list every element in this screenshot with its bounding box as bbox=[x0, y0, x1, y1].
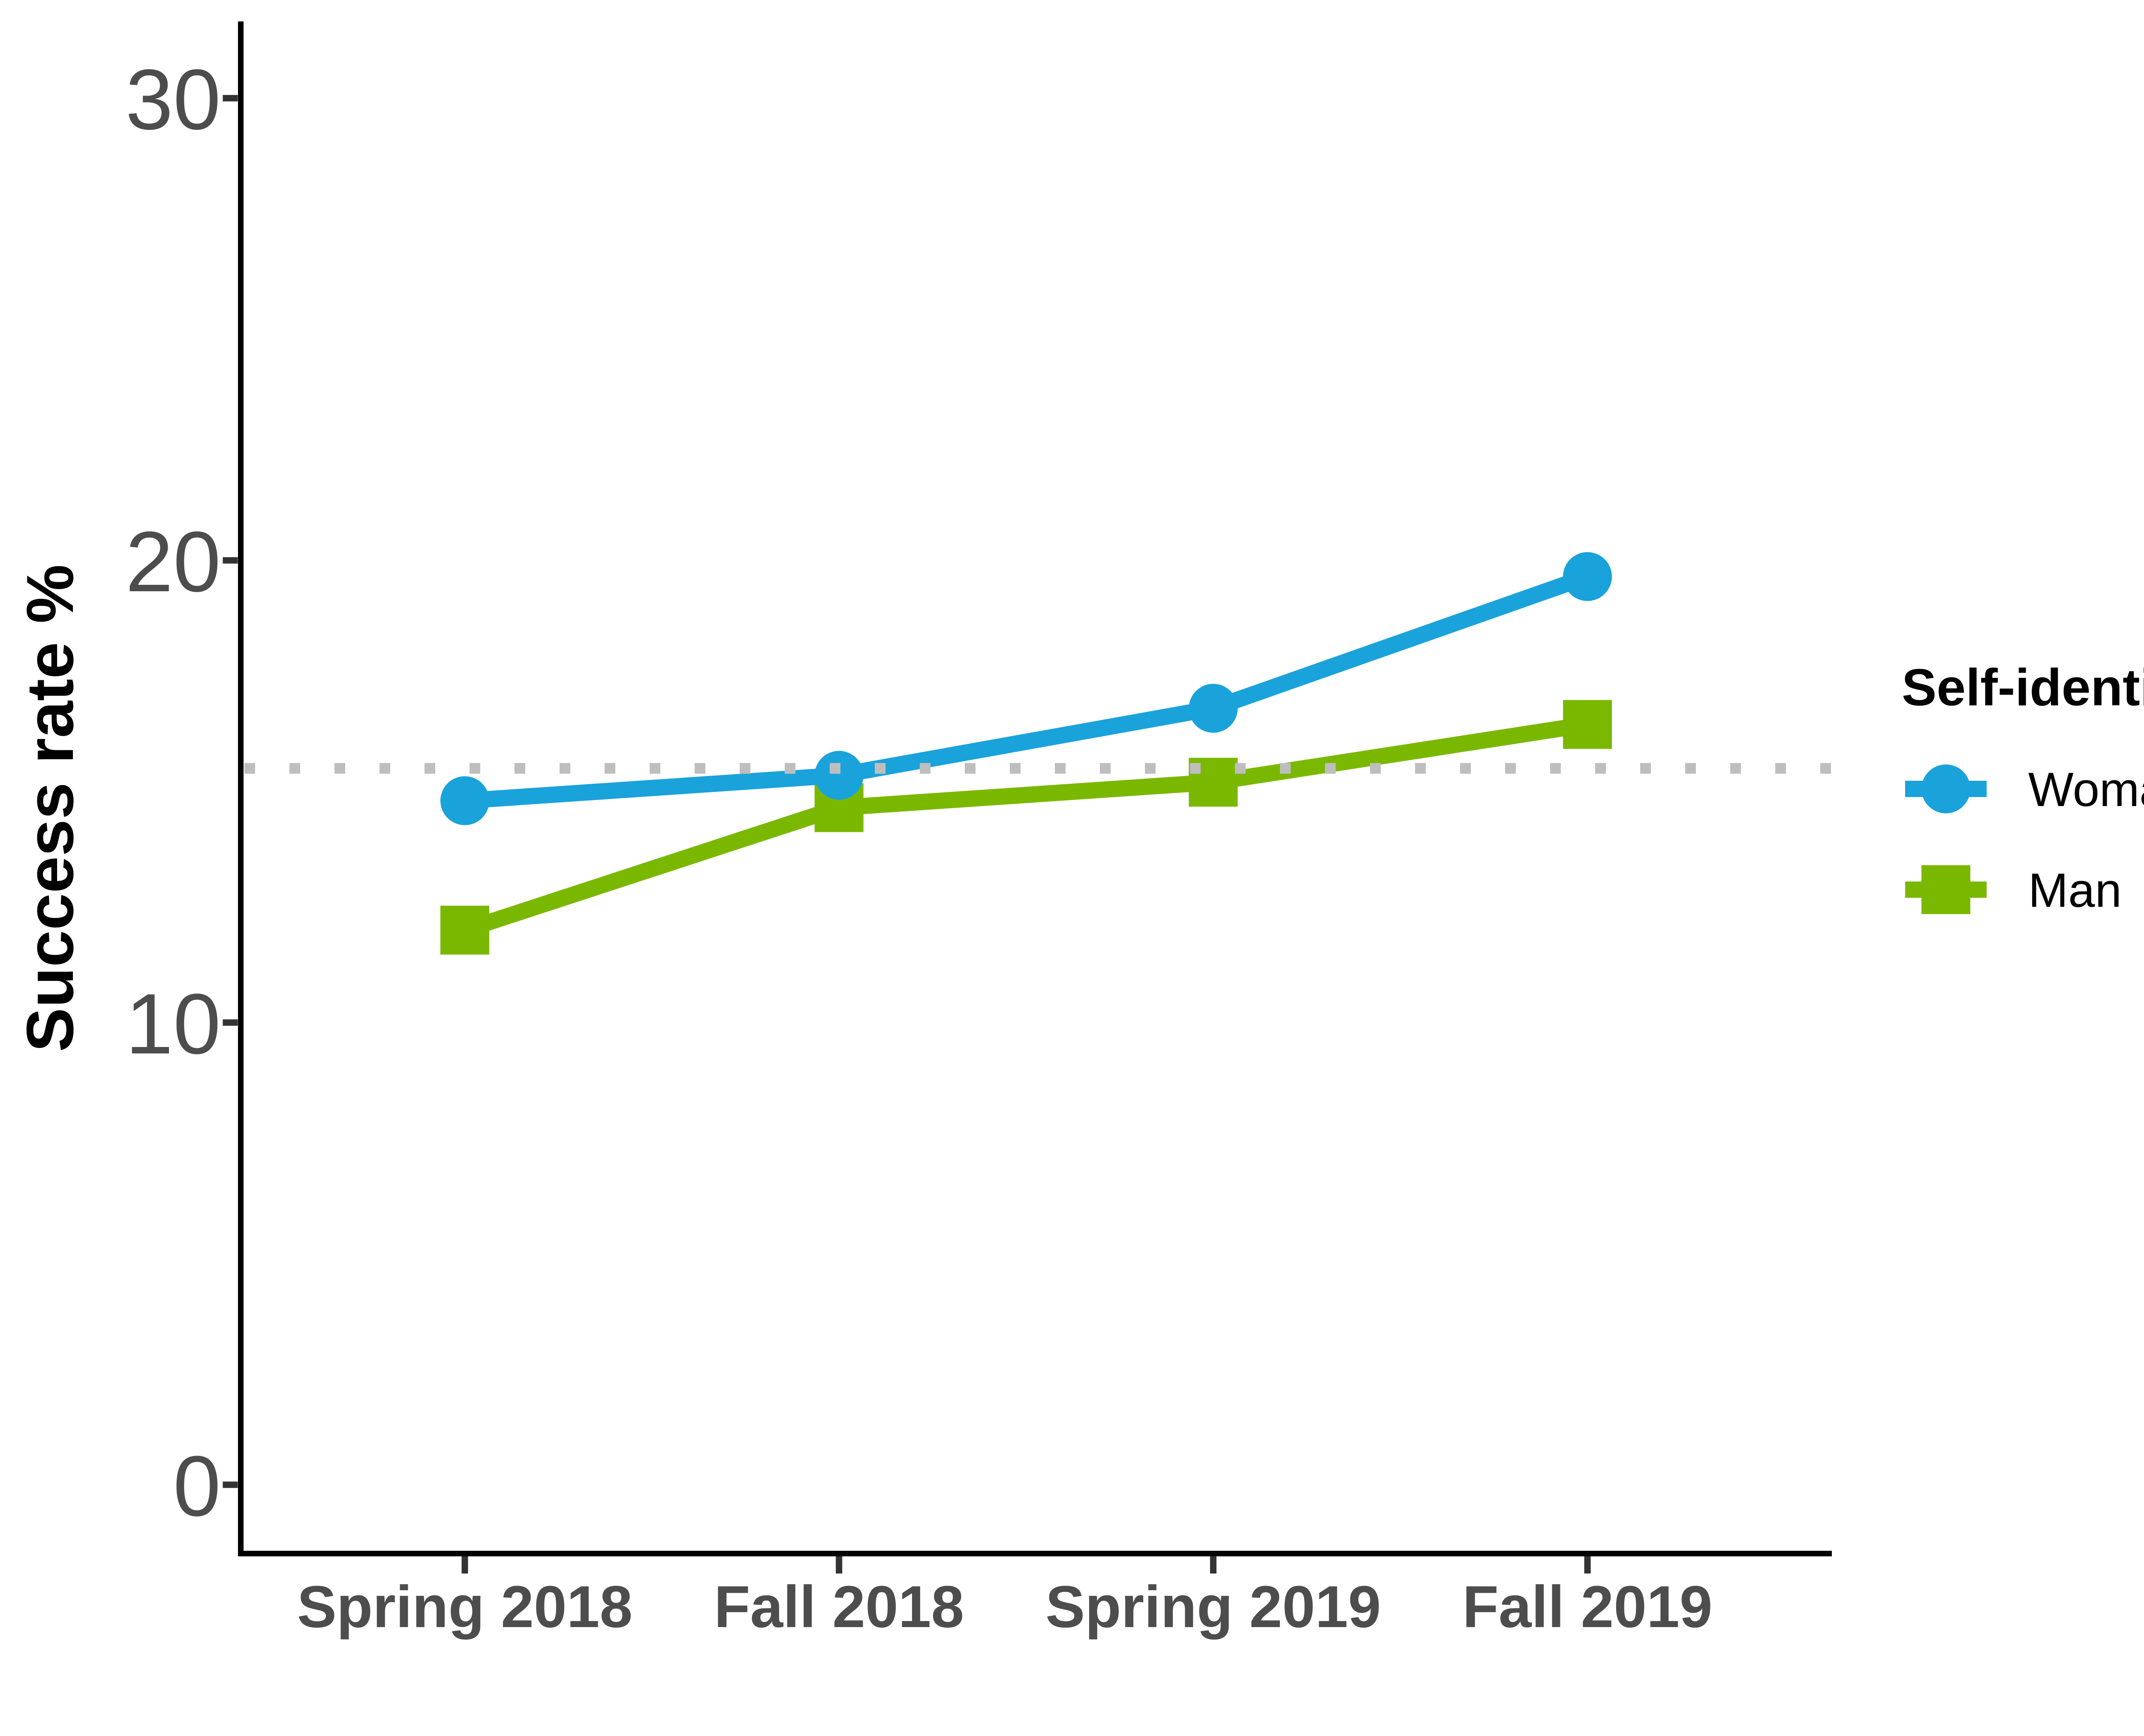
y-tick-label: 20 bbox=[126, 514, 221, 610]
legend-label-man: Man bbox=[2028, 863, 2122, 917]
man-marker bbox=[440, 906, 489, 955]
x-tick-label: Spring 2019 bbox=[1045, 1574, 1381, 1640]
x-tick-label: Fall 2018 bbox=[714, 1574, 964, 1640]
woman-marker bbox=[814, 751, 864, 800]
y-axis-title: Success rate % bbox=[13, 564, 87, 1052]
legend-key-circle-woman bbox=[1921, 764, 1970, 813]
legend-title: Self-identified gender bbox=[1902, 658, 2144, 716]
woman-line bbox=[464, 569, 1590, 809]
man-marker bbox=[1563, 700, 1612, 749]
woman-marker bbox=[1189, 683, 1238, 733]
y-tick-label: 30 bbox=[126, 52, 221, 147]
x-tick bbox=[836, 1556, 843, 1574]
y-tick-label: 10 bbox=[126, 976, 221, 1072]
x-tick-label: Fall 2019 bbox=[1463, 1574, 1713, 1640]
x-tick bbox=[1584, 1556, 1591, 1574]
x-tick-label: Spring 2018 bbox=[297, 1574, 632, 1640]
x-tick bbox=[1210, 1556, 1217, 1574]
y-tick-label: 0 bbox=[173, 1438, 221, 1534]
x-tick bbox=[461, 1556, 468, 1574]
x-axis-line bbox=[238, 1551, 1832, 1556]
woman-marker bbox=[440, 776, 489, 825]
y-tick bbox=[223, 557, 238, 564]
legend-key-square-man bbox=[1921, 865, 1970, 914]
y-tick bbox=[223, 95, 238, 102]
man-line bbox=[462, 716, 1589, 938]
legend-label-woman: Woman bbox=[2028, 763, 2144, 816]
y-tick bbox=[223, 1481, 238, 1488]
y-axis-line bbox=[238, 21, 244, 1556]
y-tick bbox=[223, 1019, 238, 1026]
woman-marker bbox=[1563, 552, 1612, 601]
